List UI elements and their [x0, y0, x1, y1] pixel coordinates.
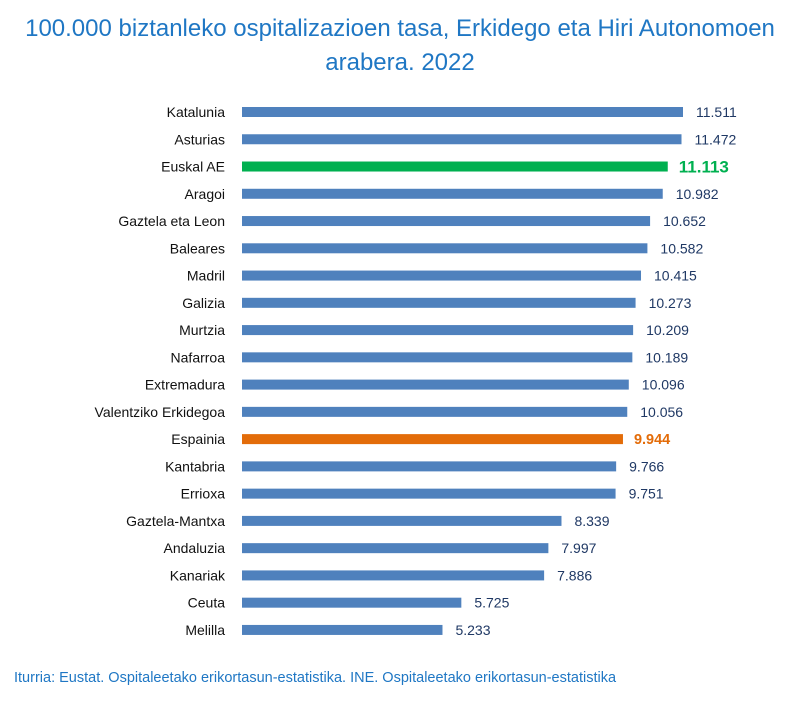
- data-label: 10.982: [676, 186, 719, 202]
- data-label: 7.886: [557, 567, 592, 583]
- category-label: Katalunia: [167, 104, 226, 120]
- category-label: Valentziko Erkidegoa: [95, 404, 226, 420]
- data-label: 7.997: [561, 540, 596, 556]
- category-label: Errioxa: [181, 486, 226, 502]
- category-label: Andaluzia: [164, 540, 226, 556]
- category-label: Gaztela eta Leon: [118, 213, 225, 229]
- category-label: Espainia: [171, 431, 225, 447]
- data-label: 10.209: [646, 322, 689, 338]
- bar: [242, 297, 636, 308]
- bar: [242, 243, 648, 254]
- data-label: 10.189: [645, 349, 688, 365]
- category-label: Ceuta: [188, 595, 226, 611]
- category-label: Kanariak: [170, 567, 226, 583]
- bar: [242, 461, 617, 472]
- category-label: Melilla: [185, 622, 225, 638]
- data-label: 9.944: [634, 432, 670, 448]
- bar: [242, 515, 562, 526]
- category-label: Aragoi: [185, 186, 225, 202]
- bar: [242, 161, 668, 172]
- bar: [242, 379, 629, 390]
- bar: [242, 325, 634, 336]
- source-note: Iturria: Eustat. Ospitaleetako erikortas…: [14, 670, 617, 686]
- category-label: Galizia: [182, 295, 225, 311]
- data-label: 11.113: [679, 158, 729, 177]
- category-label: Baleares: [170, 240, 225, 256]
- category-label: Murtzia: [179, 322, 225, 338]
- data-label: 11.511: [696, 104, 737, 120]
- bar: [242, 543, 549, 554]
- category-label: Madril: [187, 268, 225, 284]
- bar: [242, 434, 623, 445]
- bar: [242, 188, 663, 199]
- category-label: Kantabria: [165, 458, 225, 474]
- data-label: 10.415: [654, 268, 697, 284]
- bar: [242, 488, 616, 499]
- bar: [242, 570, 545, 581]
- bar: [242, 597, 462, 608]
- bar: [242, 134, 682, 145]
- data-label: 5.725: [474, 595, 509, 611]
- data-label: 10.056: [640, 404, 683, 420]
- data-label: 9.751: [629, 486, 664, 502]
- category-label: Euskal AE: [161, 159, 225, 175]
- data-label: 11.472: [695, 131, 737, 147]
- bar: [242, 624, 443, 635]
- bar: [242, 352, 633, 363]
- bar: [242, 107, 683, 117]
- data-label: 5.233: [455, 622, 490, 638]
- category-label: Asturias: [174, 131, 225, 147]
- category-label: Nafarroa: [171, 349, 226, 365]
- data-label: 10.273: [649, 295, 692, 311]
- bar: [242, 216, 651, 227]
- bar: [242, 270, 642, 281]
- chart-title: 100.000 biztanleko ospitalizazioen tasa,…: [25, 15, 775, 76]
- data-label: 9.766: [629, 458, 664, 474]
- category-label: Extremadura: [145, 377, 225, 393]
- data-label: 10.582: [660, 240, 703, 256]
- data-label: 8.339: [574, 513, 609, 529]
- data-label: 10.096: [642, 377, 685, 393]
- data-label: 10.652: [663, 213, 706, 229]
- category-label: Gaztela-Mantxa: [126, 513, 225, 529]
- bar: [242, 406, 628, 417]
